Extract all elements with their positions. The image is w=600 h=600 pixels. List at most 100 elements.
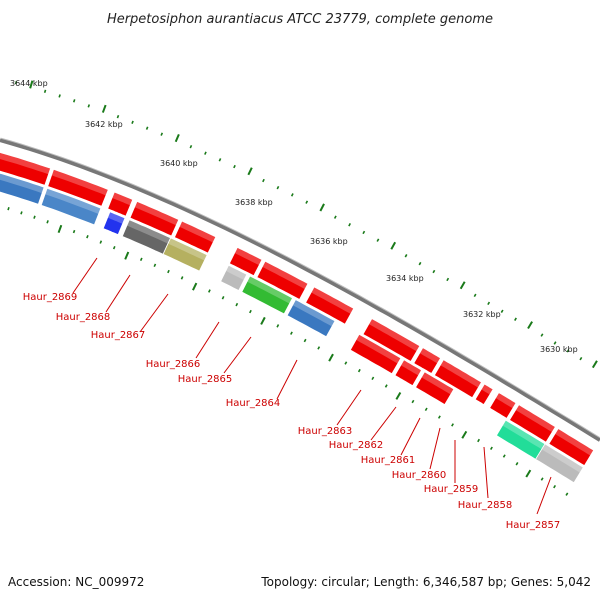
- inner-ruler-tick: [502, 454, 506, 458]
- cds-block: [129, 200, 180, 237]
- ruler-tick: [566, 349, 570, 353]
- ruler-tick: [514, 317, 517, 321]
- inner-ruler-tick: [167, 269, 170, 274]
- gene-label-haur-2857: Haur_2857: [506, 520, 561, 531]
- ruler-tick: [247, 167, 253, 176]
- ruler-tick: [145, 126, 149, 130]
- inner-ruler-tick: [86, 235, 89, 239]
- ruler-tick: [305, 200, 309, 204]
- label-leader: [105, 274, 131, 313]
- haur-2857-block: [535, 443, 584, 484]
- haur-2868-block: [40, 187, 102, 226]
- backbone-highlight: [0, 137, 600, 439]
- inner-ruler-tick: [153, 263, 157, 268]
- inner-ruler-tick: [249, 309, 252, 314]
- gene-labels: Haur_2869 Haur_2868 Haur_2867 Haur_2866 Haur…: [23, 257, 561, 531]
- cds-block-sheen: [134, 201, 179, 226]
- inner-ruler-tick: [72, 229, 76, 234]
- ruler-tick: [204, 151, 207, 155]
- gene-label-haur-2866: Haur_2866: [146, 359, 201, 370]
- inner-ruler-tick: [424, 407, 428, 412]
- cds-block: [228, 246, 263, 277]
- cds-block-sheen: [419, 347, 441, 364]
- inner-ruler-tick: [99, 240, 103, 244]
- ruler-tick: [233, 164, 236, 169]
- inner-ruler-tick: [395, 391, 402, 400]
- label-leader: [72, 257, 98, 294]
- tick-label: 3634 kbp: [386, 274, 424, 283]
- cds-block-sheen: [311, 286, 354, 314]
- inner-ruler-tick: [411, 399, 415, 404]
- ruler-tick: [131, 120, 134, 125]
- inner-ruler-tick: [180, 276, 184, 280]
- cds-block: [256, 260, 309, 301]
- cds-block: [508, 404, 556, 443]
- cds-block: [362, 318, 421, 363]
- tick-ruler: 3644 kbp 3642 kbp 3640 kbp 3638 kbp 3636 kbp…: [7, 79, 598, 496]
- inner-ruler-tick: [112, 245, 116, 250]
- map-title: Herpetosiphon aurantiacus ATCC 23779, co…: [107, 12, 493, 27]
- haur-2862-block: [286, 299, 336, 338]
- ruler-tick: [459, 281, 466, 290]
- inner-ruler-tick: [451, 423, 454, 427]
- inner-ruler-tick: [525, 469, 532, 478]
- ruler-tick: [432, 269, 436, 274]
- gene-label-haur-2859: Haur_2859: [424, 484, 479, 495]
- ruler-tick: [189, 145, 193, 149]
- ruler-tick: [174, 133, 180, 143]
- inner-ruler-tick: [553, 484, 557, 489]
- haur-2865-block-sheen: [168, 237, 208, 261]
- topology-summary: Topology: circular; Length: 6,346,587 bp…: [260, 575, 591, 589]
- ruler-tick: [72, 99, 76, 103]
- cds-block: [173, 220, 217, 254]
- cds-block: [47, 168, 109, 207]
- gene-label-haur-2858: Haur_2858: [458, 500, 513, 511]
- inner-ruler-tick: [477, 438, 481, 443]
- inner-ruler-tick: [124, 251, 130, 260]
- ruler-tick: [333, 215, 337, 219]
- label-leader: [370, 406, 397, 441]
- label-leader: [195, 321, 220, 359]
- haur-2859-block-sheen: [421, 371, 454, 395]
- inner-ruler-tick: [46, 220, 49, 224]
- inner-ruler-tick: [384, 384, 388, 388]
- cds-block-sheen: [179, 221, 216, 243]
- cds-block: [305, 286, 355, 325]
- inner-ruler-tick: [33, 215, 36, 219]
- ruler-tick: [276, 185, 280, 190]
- cds-block: [0, 152, 52, 186]
- haur-2859-block: [414, 371, 455, 406]
- label-leader: [429, 427, 441, 470]
- ruler-tick: [487, 301, 491, 306]
- haur-2861-block-sheen: [356, 334, 401, 364]
- inner-ruler-tick: [461, 430, 468, 439]
- cds-block: [107, 191, 134, 217]
- inner-ruler-tick: [57, 224, 63, 234]
- gene-label-haur-2865: Haur_2865: [178, 374, 233, 385]
- cds-block: [433, 359, 483, 399]
- cds-block-sheen: [51, 169, 109, 196]
- cds-block: [474, 383, 494, 406]
- inner-ruler-tick: [290, 331, 293, 335]
- ruler-tick: [43, 89, 47, 93]
- cds-block-sheen: [481, 384, 494, 395]
- gene-label-haur-2861: Haur_2861: [361, 455, 416, 466]
- cds-block: [548, 427, 595, 467]
- inner-ruler-tick: [489, 446, 493, 450]
- gene-label-haur-2860: Haur_2860: [392, 470, 447, 481]
- tick-label: 3632 kbp: [463, 310, 501, 319]
- haur-2863-block: [241, 275, 294, 315]
- inner-ruler-tick: [139, 257, 143, 261]
- label-leader: [400, 417, 421, 456]
- inner-ruler-tick: [20, 211, 23, 215]
- tick-label: 3638 kbp: [235, 198, 273, 207]
- haur-2861-block: [349, 333, 402, 375]
- backbone-line: [0, 138, 600, 442]
- label-leader: [336, 389, 362, 426]
- haur-2860-block: [394, 359, 423, 387]
- cds-block-sheen: [554, 428, 594, 456]
- ruler-tick: [29, 80, 34, 89]
- label-leader: [483, 446, 489, 499]
- ruler-tick: [376, 238, 380, 242]
- inner-ruler-tick: [317, 346, 321, 350]
